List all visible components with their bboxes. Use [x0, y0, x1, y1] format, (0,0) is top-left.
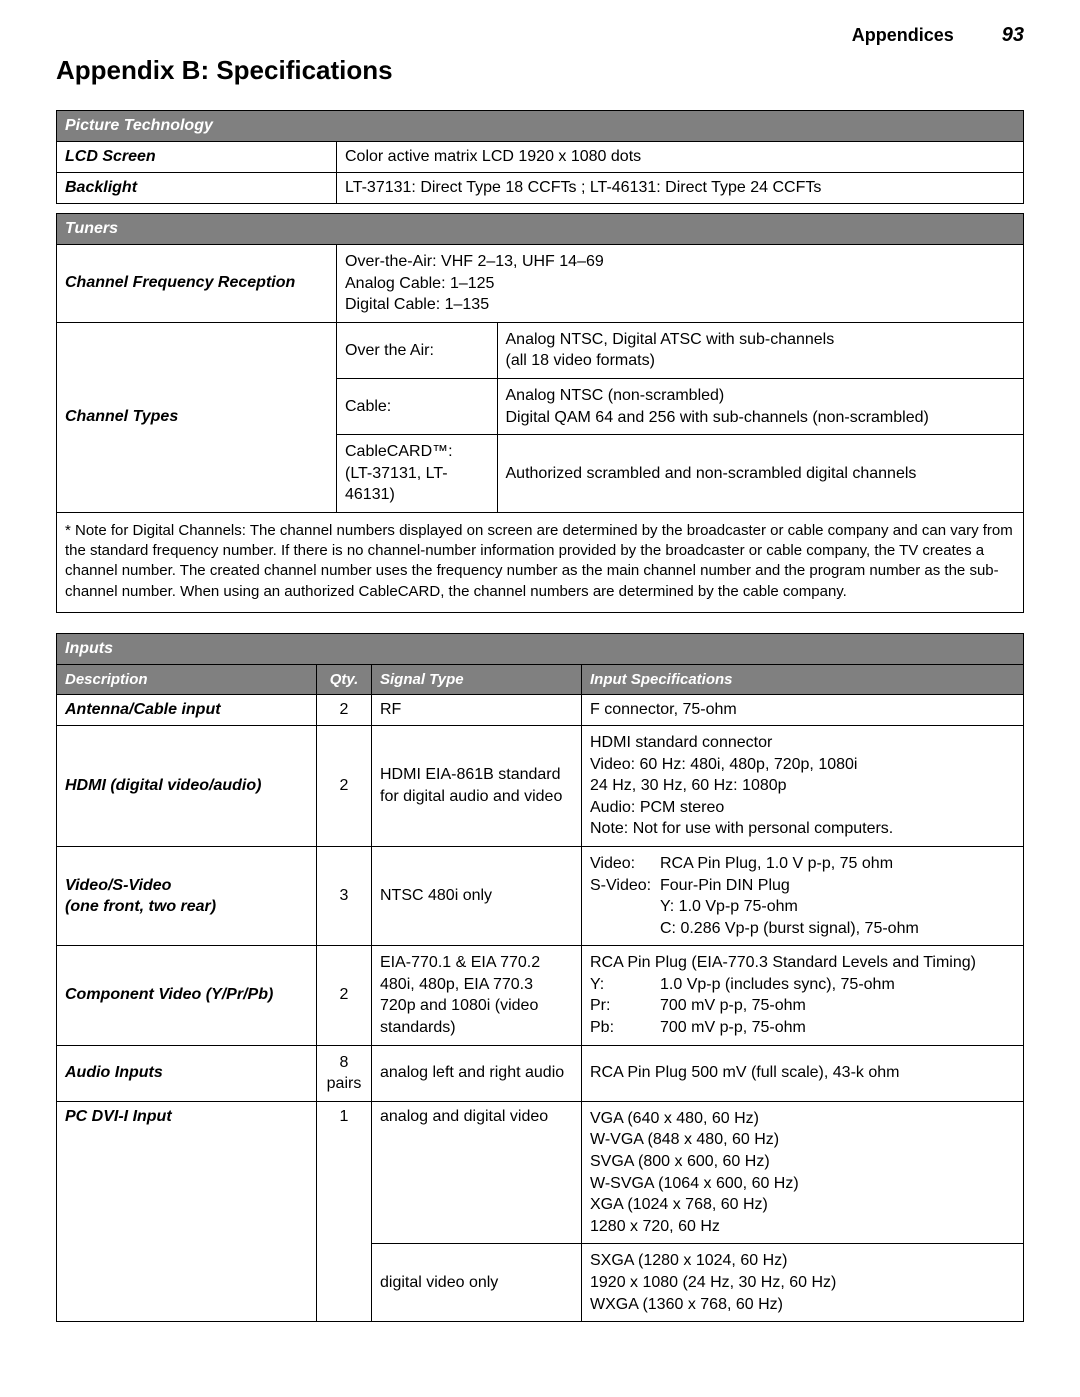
freq-label: Channel Frequency Reception	[57, 245, 337, 323]
table-row: Backlight LT-37131: Direct Type 18 CCFTs…	[57, 173, 1024, 204]
col-qty: Qty.	[317, 664, 372, 694]
table-row: PC DVI-I Input1analog and digital videoV…	[57, 1101, 1024, 1244]
type-name: Cable:	[337, 379, 497, 434]
col-signal: Signal Type	[372, 664, 582, 694]
tuners-note-row: * Note for Digital Channels: The channel…	[57, 512, 1024, 612]
types-label: Channel Types	[57, 322, 337, 512]
page-header: Appendices 93	[56, 24, 1024, 47]
input-signal: analog and digital video	[372, 1101, 582, 1244]
input-spec: Video:RCA Pin Plug, 1.0 V p-p, 75 ohmS-V…	[582, 846, 1024, 945]
input-signal: NTSC 480i only	[372, 846, 582, 945]
input-desc: Audio Inputs	[57, 1045, 317, 1101]
input-qty: 3	[317, 846, 372, 945]
input-spec: RCA Pin Plug 500 mV (full scale), 43-k o…	[582, 1045, 1024, 1101]
input-qty: 8pairs	[317, 1045, 372, 1101]
input-spec: VGA (640 x 480, 60 Hz)W-VGA (848 x 480, …	[582, 1101, 1024, 1244]
page-title: Appendix B: Specifications	[56, 55, 1024, 86]
inputs-columns: Description Qty. Signal Type Input Speci…	[57, 664, 1024, 694]
inputs-heading: Inputs	[57, 633, 1024, 664]
col-spec: Input Specifications	[582, 664, 1024, 694]
input-spec: F connector, 75-ohm	[582, 694, 1024, 725]
tuners-note: * Note for Digital Channels: The channel…	[57, 512, 1024, 612]
table-row: Audio Inputs8pairsanalog left and right …	[57, 1045, 1024, 1101]
row-value: LT-37131: Direct Type 18 CCFTs ; LT-4613…	[337, 173, 1024, 204]
row-label: Backlight	[57, 173, 337, 204]
section-name: Appendices	[852, 25, 954, 46]
col-desc: Description	[57, 664, 317, 694]
input-signal: analog left and right audio	[372, 1045, 582, 1101]
input-desc: PC DVI-I Input	[57, 1101, 317, 1321]
input-qty: 2	[317, 694, 372, 725]
input-qty: 2	[317, 725, 372, 846]
inputs-table: Inputs Description Qty. Signal Type Inpu…	[56, 633, 1024, 1322]
table-row: Channel Frequency Reception Over-the-Air…	[57, 245, 1024, 323]
page-number: 93	[1002, 24, 1024, 47]
picture-technology-table: Picture Technology LCD Screen Color acti…	[56, 110, 1024, 613]
input-signal: digital video only	[372, 1244, 582, 1322]
row-label: LCD Screen	[57, 142, 337, 173]
input-spec: HDMI standard connectorVideo: 60 Hz: 480…	[582, 725, 1024, 846]
input-desc: Component Video (Y/Pr/Pb)	[57, 946, 317, 1045]
type-desc: Authorized scrambled and non-scrambled d…	[497, 435, 1023, 512]
picture-tech-heading: Picture Technology	[57, 111, 1024, 142]
table-row: HDMI (digital video/audio)2HDMI EIA-861B…	[57, 725, 1024, 846]
input-desc: Antenna/Cable input	[57, 694, 317, 725]
input-signal: EIA-770.1 & EIA 770.2 480i, 480p, EIA 77…	[372, 946, 582, 1045]
input-desc: Video/S-Video(one front, two rear)	[57, 846, 317, 945]
type-desc: Analog NTSC, Digital ATSC with sub-chann…	[497, 323, 1023, 378]
input-desc: HDMI (digital video/audio)	[57, 725, 317, 846]
type-desc: Analog NTSC (non-scrambled)Digital QAM 6…	[497, 379, 1023, 434]
input-spec: RCA Pin Plug (EIA-770.3 Standard Levels …	[582, 946, 1024, 1045]
tuners-heading: Tuners	[57, 214, 1024, 245]
table-row: Video/S-Video(one front, two rear)3NTSC …	[57, 846, 1024, 945]
input-spec: SXGA (1280 x 1024, 60 Hz)1920 x 1080 (24…	[582, 1244, 1024, 1322]
input-qty: 2	[317, 946, 372, 1045]
table-row: Channel Types Over the Air: Analog NTSC,…	[57, 322, 1024, 378]
table-row: Component Video (Y/Pr/Pb)2EIA-770.1 & EI…	[57, 946, 1024, 1045]
type-name: CableCARD™:(LT-37131, LT-46131)	[337, 435, 497, 512]
input-qty: 1	[317, 1101, 372, 1321]
table-row: LCD Screen Color active matrix LCD 1920 …	[57, 142, 1024, 173]
row-value: Color active matrix LCD 1920 x 1080 dots	[337, 142, 1024, 173]
freq-value: Over-the-Air: VHF 2–13, UHF 14–69Analog …	[337, 245, 1024, 323]
table-row: Antenna/Cable input2RFF connector, 75-oh…	[57, 694, 1024, 725]
type-name: Over the Air:	[337, 323, 497, 378]
input-signal: HDMI EIA-861B standard for digital audio…	[372, 725, 582, 846]
input-signal: RF	[372, 694, 582, 725]
